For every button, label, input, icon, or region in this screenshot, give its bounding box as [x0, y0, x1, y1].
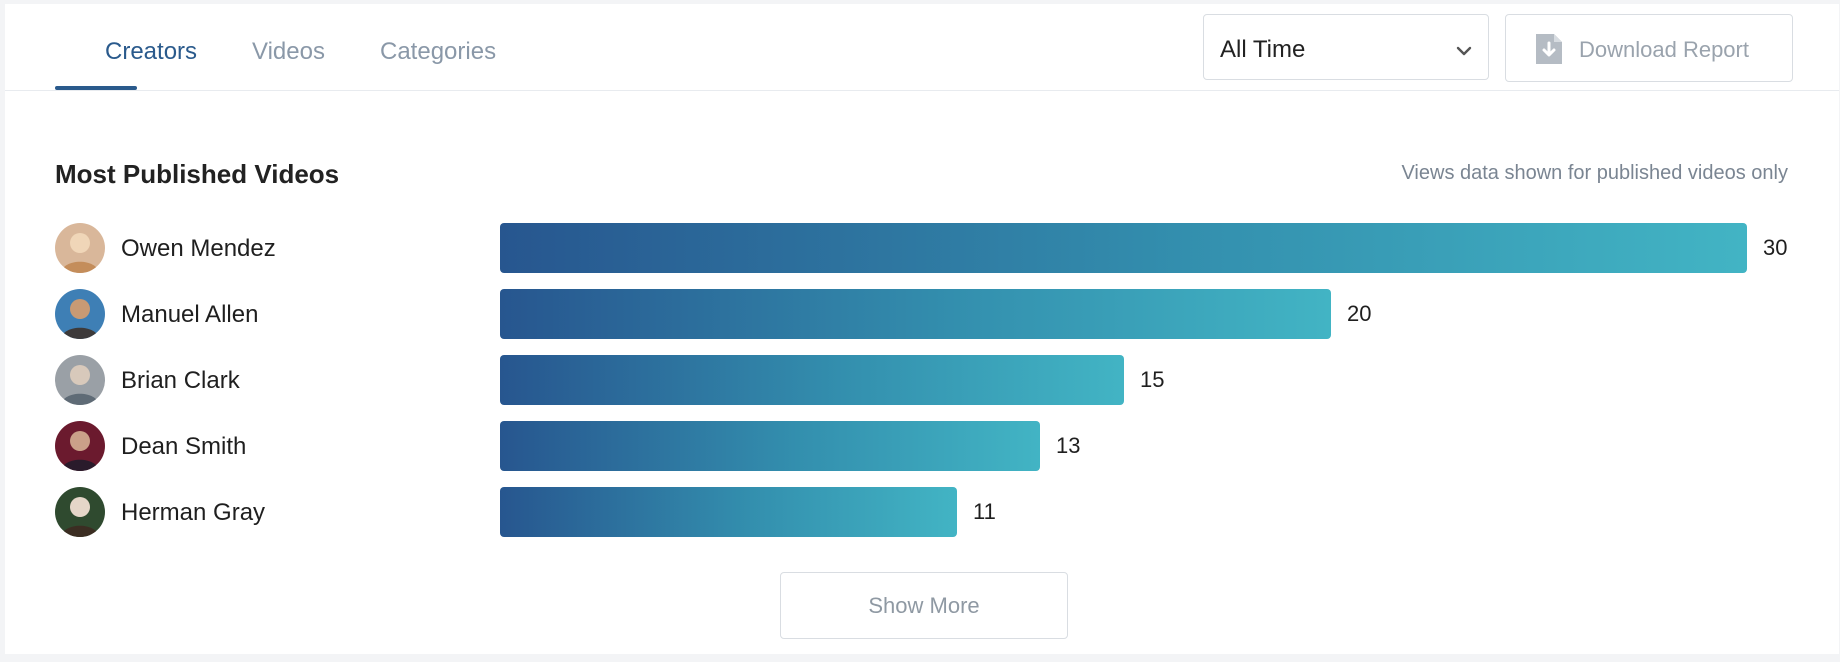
bar-value-label: 20 — [1347, 301, 1372, 326]
tab-creators[interactable]: Creators — [105, 38, 198, 65]
chart-row: Owen Mendez 30 — [5, 223, 1839, 273]
chart-row: Brian Clark 15 — [5, 355, 1839, 405]
chart-row: Manuel Allen 20 — [5, 289, 1839, 339]
avatar — [55, 421, 105, 471]
avatar — [55, 355, 105, 405]
bar-value-label: 13 — [1056, 433, 1081, 458]
chevron-down-icon — [1456, 43, 1472, 61]
creator-name: Dean Smith — [121, 433, 247, 460]
bar — [500, 355, 1124, 405]
tab-categories[interactable]: Categories — [380, 38, 497, 65]
header-divider — [5, 90, 1839, 91]
bar-value-label: 11 — [973, 499, 996, 524]
timeframe-select-value: All Time — [1220, 36, 1306, 63]
download-report-button[interactable]: Download Report — [1505, 14, 1793, 82]
avatar — [55, 289, 105, 339]
bar — [500, 223, 1747, 273]
creator-name: Owen Mendez — [121, 235, 276, 262]
download-report-label: Download Report — [1579, 37, 1749, 62]
analytics-panel: Creators Videos Categories All Time Down… — [5, 4, 1839, 654]
creator-name: Brian Clark — [121, 367, 240, 394]
show-more-button[interactable]: Show More — [780, 572, 1068, 639]
bar-value-label: 30 — [1763, 235, 1788, 260]
chart-row: Herman Gray 11 — [5, 487, 1839, 537]
active-tab-indicator — [55, 86, 137, 90]
creator-name: Herman Gray — [121, 499, 266, 526]
bar — [500, 289, 1331, 339]
section-note: Views data shown for published videos on… — [1401, 162, 1788, 184]
tab-videos[interactable]: Videos — [252, 38, 325, 65]
avatar — [55, 223, 105, 273]
creator-name: Manuel Allen — [121, 301, 259, 328]
bar-value-label: 15 — [1140, 367, 1165, 392]
avatar — [55, 487, 105, 537]
chart-row: Dean Smith 13 — [5, 421, 1839, 471]
bar — [500, 487, 957, 537]
section-title: Most Published Videos — [55, 159, 340, 189]
bar — [500, 421, 1040, 471]
download-file-icon — [1534, 34, 1562, 69]
timeframe-select[interactable]: All Time — [1203, 14, 1489, 80]
